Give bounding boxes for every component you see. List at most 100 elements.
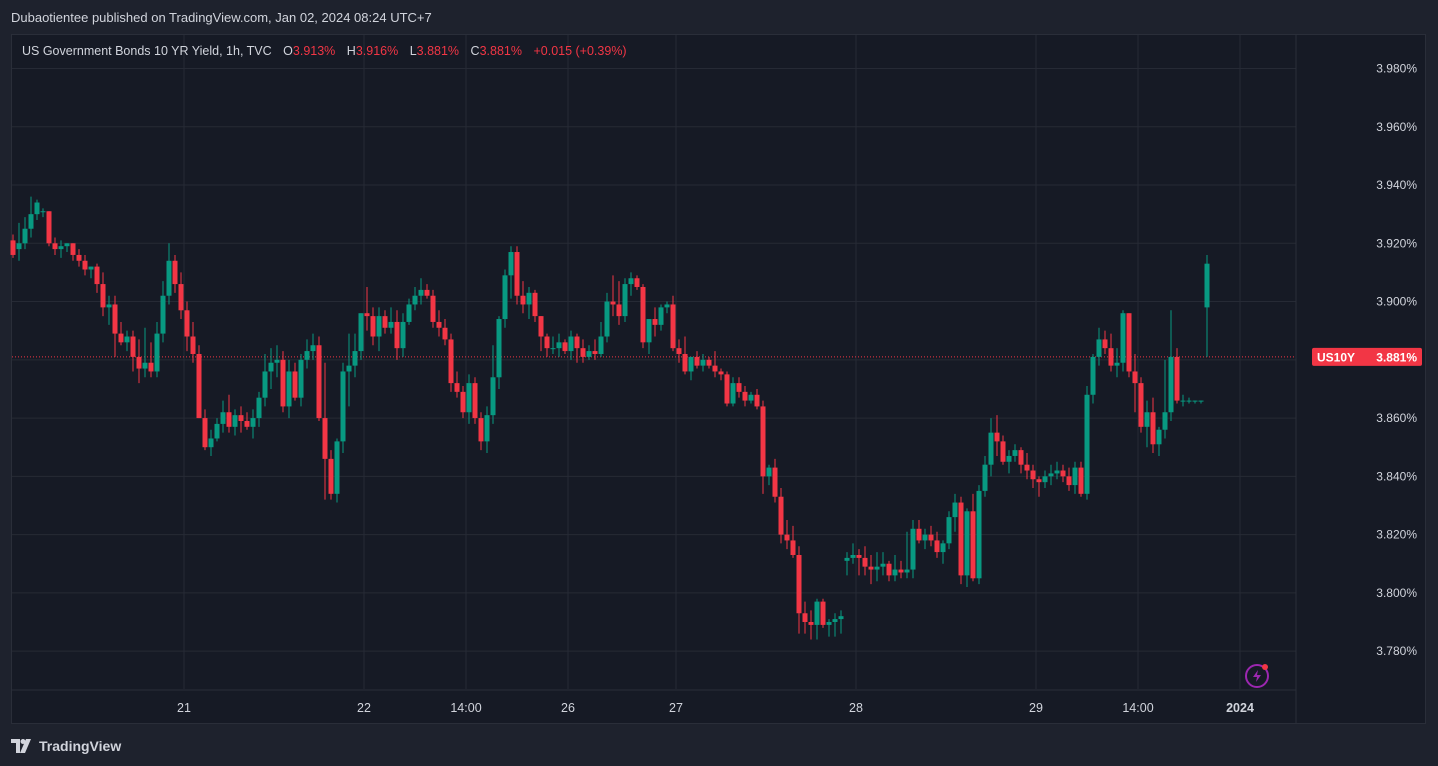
lightning-alert-icon[interactable] bbox=[1245, 664, 1269, 688]
candle-body bbox=[1198, 400, 1204, 402]
brand-footer[interactable]: TradingView bbox=[11, 736, 121, 756]
candle-body bbox=[646, 319, 652, 343]
candle-body bbox=[454, 383, 460, 392]
candle-body bbox=[502, 275, 508, 320]
candle-body bbox=[394, 321, 400, 349]
time-tick-label: 29 bbox=[1029, 701, 1043, 715]
candle-body bbox=[34, 202, 40, 215]
candle-body bbox=[742, 391, 748, 401]
candle-body bbox=[574, 336, 580, 349]
candle-body bbox=[1204, 263, 1210, 308]
time-tick-label: 2024 bbox=[1226, 701, 1254, 715]
candle-body bbox=[190, 336, 196, 354]
chart-frame[interactable] bbox=[11, 34, 1426, 724]
chart-legend[interactable]: US Government Bonds 10 YR Yield, 1h, TVC… bbox=[22, 44, 627, 58]
price-tick-label: 3.840% bbox=[1376, 469, 1417, 483]
candle-body bbox=[556, 342, 562, 349]
candle-body bbox=[874, 566, 880, 570]
candle-body bbox=[28, 214, 34, 229]
candle-body bbox=[586, 351, 592, 357]
candle-body bbox=[256, 397, 262, 419]
candle-body bbox=[820, 601, 826, 625]
candle-body bbox=[412, 295, 418, 305]
time-tick-label: 14:00 bbox=[450, 701, 481, 715]
candle-body bbox=[424, 289, 430, 296]
legend-open-value: 3.913% bbox=[292, 44, 336, 58]
candle-body bbox=[94, 266, 100, 285]
last-price-tag-value: 3.881% bbox=[1376, 350, 1417, 364]
candle-body bbox=[952, 502, 958, 518]
candle-body bbox=[1036, 479, 1042, 483]
candle-body bbox=[52, 243, 58, 250]
price-tick-label: 3.780% bbox=[1376, 644, 1417, 658]
candle-body bbox=[640, 286, 646, 343]
candle-body bbox=[160, 295, 166, 334]
candle-body bbox=[208, 438, 214, 448]
candle-body bbox=[1060, 470, 1066, 477]
candle-body bbox=[106, 304, 112, 308]
candle-body bbox=[1168, 356, 1174, 413]
candle-body bbox=[250, 418, 256, 427]
candle-body bbox=[370, 316, 376, 337]
candle-body bbox=[112, 304, 118, 334]
candle-body bbox=[1066, 476, 1072, 486]
candle-body bbox=[280, 359, 286, 407]
candle-body bbox=[1180, 400, 1186, 402]
candle-body bbox=[766, 467, 772, 477]
candle-body bbox=[1078, 467, 1084, 494]
candle-body bbox=[790, 540, 796, 555]
candle-body bbox=[1018, 450, 1024, 465]
candle-body bbox=[1048, 473, 1054, 477]
legend-low-value: 3.881% bbox=[416, 44, 460, 58]
candle-body bbox=[1090, 356, 1096, 395]
price-tick-label: 3.820% bbox=[1376, 528, 1417, 542]
candle-body bbox=[358, 313, 364, 352]
candle-body bbox=[100, 284, 106, 308]
candle-body bbox=[436, 321, 442, 328]
legend-symbol: US Government Bonds 10 YR Yield, 1h, TVC bbox=[22, 44, 272, 58]
candle-body bbox=[298, 359, 304, 398]
legend-open-label: O bbox=[283, 44, 293, 58]
candle-body bbox=[724, 374, 730, 404]
candle-body bbox=[802, 613, 808, 622]
candle-body bbox=[448, 339, 454, 384]
time-tick-label: 21 bbox=[177, 701, 191, 715]
candle-body bbox=[712, 365, 718, 372]
candle-body bbox=[466, 383, 472, 413]
candle-body bbox=[376, 316, 382, 337]
candle-body bbox=[664, 304, 670, 308]
candle-body bbox=[1012, 450, 1018, 456]
candle-body bbox=[838, 616, 844, 620]
time-axis[interactable]: 21 22 14:00 26 27 28 29 14:00 2024 bbox=[12, 689, 1296, 715]
candle-body bbox=[604, 301, 610, 337]
candle-body bbox=[1054, 470, 1060, 474]
candle-body bbox=[982, 464, 988, 491]
candle-body bbox=[22, 228, 28, 244]
candle-body bbox=[910, 528, 916, 570]
candle-body bbox=[748, 394, 754, 401]
candle-body bbox=[868, 566, 874, 570]
candle-body bbox=[274, 359, 280, 363]
candle-body bbox=[322, 418, 328, 459]
candle-body bbox=[1126, 313, 1132, 372]
candle-body bbox=[994, 432, 1000, 442]
price-axis[interactable]: 3.780%3.800%3.820%3.840%3.860%3.880%3.90… bbox=[1295, 35, 1417, 723]
brand-name: TradingView bbox=[39, 738, 122, 754]
candle-body bbox=[214, 423, 220, 439]
candle-body bbox=[772, 467, 778, 497]
candle-body bbox=[472, 383, 478, 419]
candle-body bbox=[940, 543, 946, 553]
candle-body bbox=[316, 345, 322, 419]
candle-body bbox=[124, 336, 130, 343]
price-tick-label: 3.800% bbox=[1376, 586, 1417, 600]
candle-body bbox=[310, 345, 316, 352]
candle-body bbox=[334, 441, 340, 494]
candle-body bbox=[958, 502, 964, 576]
candle-body bbox=[892, 569, 898, 576]
legend-high-value: 3.916% bbox=[355, 44, 399, 58]
candle-body bbox=[964, 511, 970, 576]
candle-body bbox=[1108, 348, 1114, 366]
candle-body bbox=[970, 511, 976, 579]
legend-change: +0.015 (+0.39%) bbox=[533, 44, 627, 58]
